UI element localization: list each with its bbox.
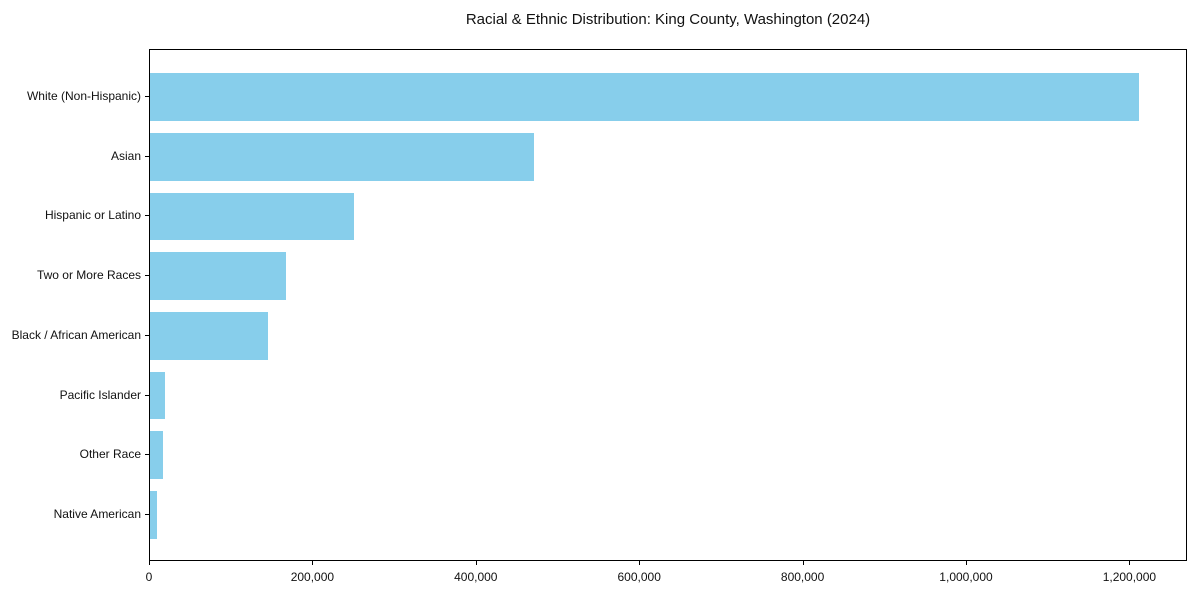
x-tick-mark [149,561,150,565]
x-tick-mark [966,561,967,565]
x-tick-label-1-200-000: 1,200,000 [1102,570,1157,584]
x-tick-label-200-000: 200,000 [290,570,335,584]
bar-other-race [150,431,164,480]
x-tick-mark [475,561,477,565]
y-axis-label-hispanic-or-latino: Hispanic or Latino [44,208,141,223]
x-tick-label-0: 0 [145,570,153,584]
y-axis-label-other-race: Other Race [79,447,141,462]
y-axis-label-asian: Asian [110,148,141,163]
bar-native-american [150,490,157,539]
x-tick-mark [639,561,641,565]
x-tick-label-1-000-000: 1,000,000 [939,570,993,584]
y-axis-label-two-or-more-races: Two or More Races [36,268,141,283]
bar-hispanic-or-latino [150,192,355,241]
x-tick-label-800-000: 800,000 [780,570,825,584]
chart-title: Racial & Ethnic Distribution: King Count… [465,11,871,28]
x-tick-label-400-000: 400,000 [454,570,498,584]
bar-black-african-american [150,311,269,360]
bar-white-non-hispanic [150,73,1139,121]
x-tick-mark [802,561,804,565]
bar-pacific-islander [150,371,165,420]
x-tick-mark [1129,561,1131,565]
x-tick-mark [312,561,314,565]
x-tick-label-600-000: 600,000 [617,570,661,584]
plot-area [149,49,1187,561]
y-axis-label-white-non-hispanic: White (Non-Hispanic) [26,89,141,104]
y-axis-label-native-american: Native American [53,506,141,521]
bar-two-or-more-races [150,252,286,301]
y-axis-label-pacific-islander: Pacific Islander [59,387,141,402]
bar-asian [150,132,534,181]
y-axis-label-black-african-american: Black / African American [11,327,141,342]
